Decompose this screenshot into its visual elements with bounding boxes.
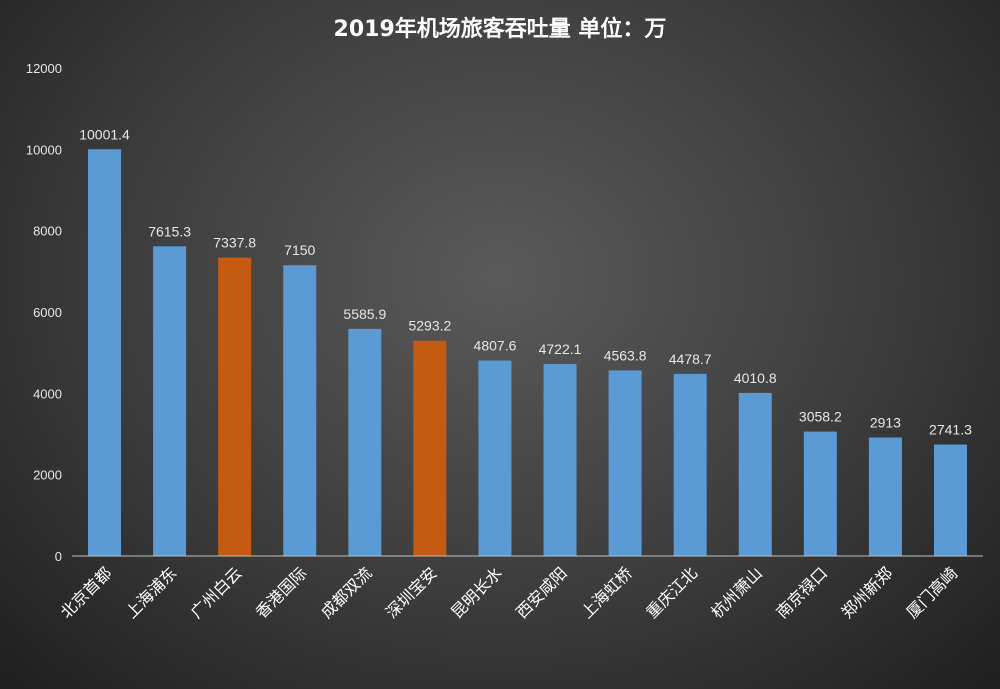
y-tick-label: 12000: [26, 61, 62, 76]
data-label: 4010.8: [734, 370, 777, 386]
x-tick-label: 广州白云: [187, 563, 246, 622]
bar: [88, 149, 122, 556]
y-tick-label: 6000: [33, 305, 62, 320]
data-label: 4478.7: [669, 351, 712, 367]
y-tick-label: 10000: [26, 142, 62, 157]
bar: [543, 363, 577, 556]
y-axis: 0 2000 4000 6000 8000 10000 12000: [26, 61, 62, 564]
chart-title: 2019年机场旅客吞吐量 单位：万: [334, 16, 667, 42]
bar: [673, 373, 707, 556]
bar: [153, 246, 187, 556]
bar: [803, 431, 837, 556]
bar: [283, 265, 317, 556]
x-tick-label: 北京首都: [57, 563, 116, 622]
bar: [608, 370, 642, 556]
bar: [868, 437, 902, 556]
x-tick-label: 上海浦东: [122, 563, 181, 622]
x-tick-label: 南京禄口: [772, 563, 831, 622]
x-tick-label: 昆明长水: [447, 563, 506, 622]
x-tick-label: 香港国际: [252, 563, 311, 622]
y-tick-label: 0: [55, 549, 62, 564]
bar: [218, 257, 252, 556]
data-label: 5293.2: [408, 318, 451, 334]
data-label: 4722.1: [539, 341, 582, 357]
y-tick-label: 8000: [33, 224, 62, 239]
bars: [88, 149, 967, 556]
data-label: 7615.3: [148, 223, 191, 239]
data-label: 7150: [284, 242, 315, 258]
data-label: 2741.3: [929, 422, 972, 438]
data-label: 4563.8: [604, 347, 647, 363]
x-tick-label: 厦门高崎: [903, 563, 962, 622]
x-tick-label: 成都双流: [317, 563, 376, 622]
x-tick-label: 郑州新郑: [838, 563, 897, 622]
bar: [933, 444, 967, 556]
data-label: 2913: [870, 415, 901, 431]
x-tick-label: 重庆江北: [642, 563, 701, 622]
y-tick-label: 4000: [33, 386, 62, 401]
bar: [413, 340, 447, 556]
x-tick-label: 上海虹桥: [577, 563, 636, 622]
data-label: 7337.8: [213, 235, 256, 251]
x-tick-label: 深圳宝安: [382, 563, 441, 622]
data-label: 4807.6: [474, 337, 517, 353]
data-labels: 10001.4 7615.3 7337.8 7150 5585.9 5293.2 4807.…: [79, 126, 972, 437]
bar: [738, 392, 772, 556]
bar: [348, 328, 382, 556]
data-label: 3058.2: [799, 409, 842, 425]
bar: [478, 360, 512, 556]
data-label: 5585.9: [343, 306, 386, 322]
x-tick-label: 杭州萧山: [707, 563, 766, 622]
y-tick-label: 2000: [33, 468, 62, 483]
x-tick-label: 西安咸阳: [512, 563, 571, 622]
data-label: 10001.4: [79, 126, 130, 142]
category-labels: 北京首都 上海浦东 广州白云 香港国际 成都双流 深圳宝安 昆明长水 西安咸阳 上海虹桥 重庆江北…: [57, 563, 962, 622]
